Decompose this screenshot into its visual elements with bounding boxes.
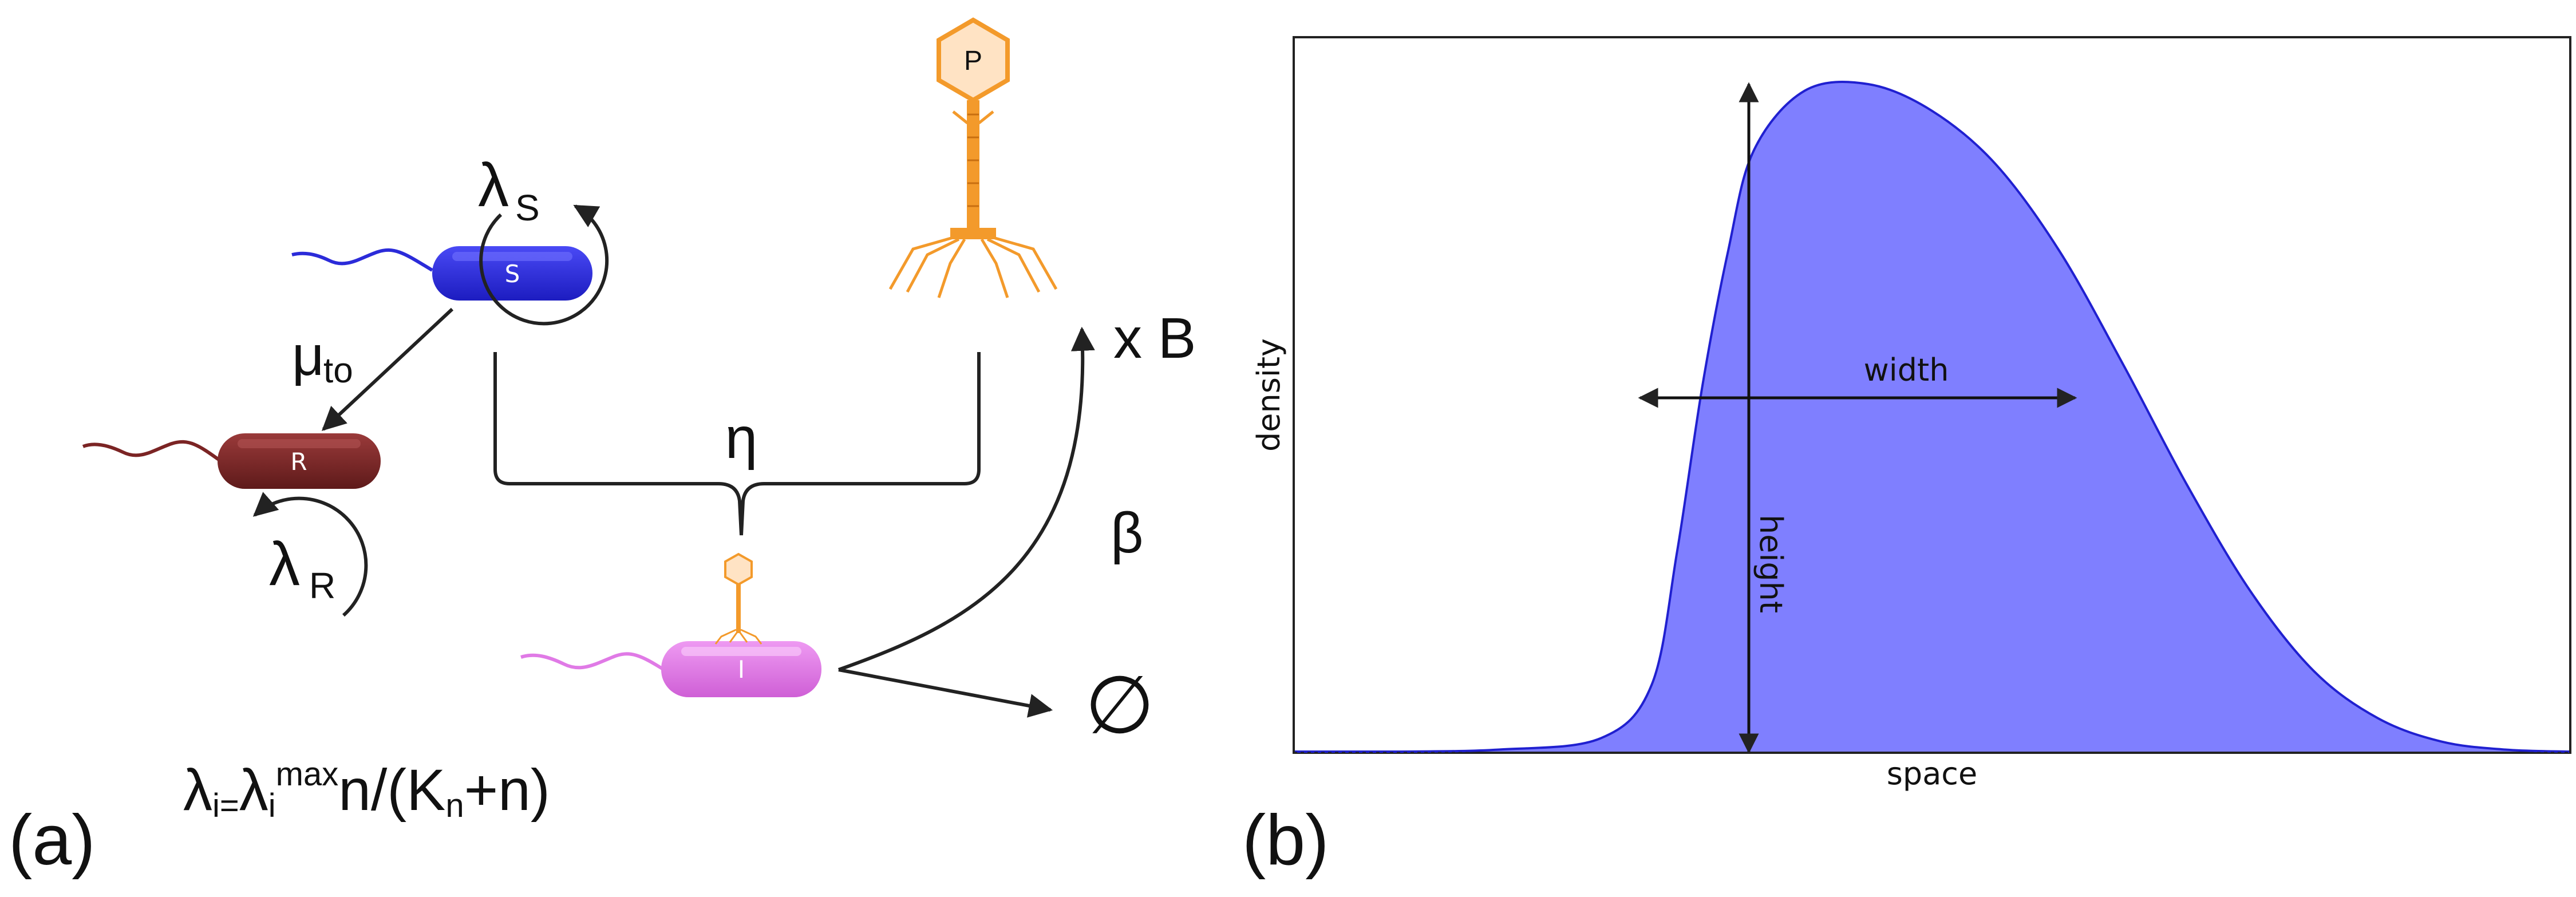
resistant-cell: R [82,433,381,489]
lambda-s-loop: λ S [478,150,609,326]
formula-equals: = [220,787,239,824]
attached-phage-capsid [724,552,753,586]
growth-formula: λi=λimaxn/(Kn+n) [183,756,550,824]
formula-rhs: λ [239,757,268,823]
susceptible-label: S [505,260,520,288]
height-annotation: height [1753,515,1789,613]
resistant-label: R [290,448,307,476]
brace-line [493,352,981,536]
beta-symbol: β [1111,501,1144,565]
width-annotation: width [1864,352,1949,388]
eta-symbol: η [725,405,758,471]
lysis-arrow [837,326,1095,671]
formula-rhs-mid: n/(K [338,757,445,823]
mutation-arrow [321,307,454,431]
mutation-transition: μ to [292,307,454,431]
lambda-s-symbol: λ [478,150,509,219]
attached-phage-tail [736,584,741,633]
attached-phage-fibers [714,629,762,645]
infected-highlight [681,647,801,656]
mu-symbol: μ [292,324,324,387]
phage-tail-fibers [888,236,1058,298]
death-arrow [838,668,1053,718]
phage: P [888,17,1058,298]
susceptible-flagellum [291,248,433,272]
formula-lhs: λ [183,757,212,823]
density-chart: width height space density [1251,36,2571,792]
y-axis-label: density [1251,338,1287,452]
death-transition: ∅ [838,660,1155,750]
adsorption-brace: η [493,352,981,536]
x-axis-label: space [1887,756,1977,792]
infected-label: I [738,655,745,683]
formula-rhs-end: +n) [464,757,550,823]
resistant-highlight [238,439,361,448]
formula-lhs-sub: i [212,787,220,824]
formula-k-sub: n [445,787,464,824]
panel-b-label: (b) [1242,801,1329,880]
infected-cell: I [520,552,821,697]
lambda-r-arrow [252,492,368,617]
lysis-transition: x B β [837,306,1196,671]
mu-subscript: to [323,351,353,390]
phage-tail [967,100,979,229]
phage-collar [952,110,994,124]
phage-baseplate [950,228,996,239]
panel-a-label: (a) [9,801,96,880]
formula-rhs-sub: i [268,787,276,824]
lambda-r-symbol: λ [269,529,300,598]
lambda-r-subscript: R [309,565,335,606]
panel-b: (b) width height space density [1242,36,2571,880]
attached-phage [714,552,762,645]
susceptible-cell: S [291,246,592,301]
lambda-s-subscript: S [515,187,540,228]
formula-rhs-sup: max [276,756,339,793]
infected-flagellum [520,652,665,671]
panel-a: (a) S λ S μ to R [9,17,1196,880]
burst-label: x B [1113,306,1196,370]
lambda-s-arrow [479,204,609,326]
phage-label: P [964,46,982,76]
lambda-r-loop: λ R [252,492,368,617]
resistant-flagellum [82,440,222,463]
death-symbol: ∅ [1085,660,1155,750]
density-area [1295,81,2569,752]
density-curve [1295,81,2570,753]
